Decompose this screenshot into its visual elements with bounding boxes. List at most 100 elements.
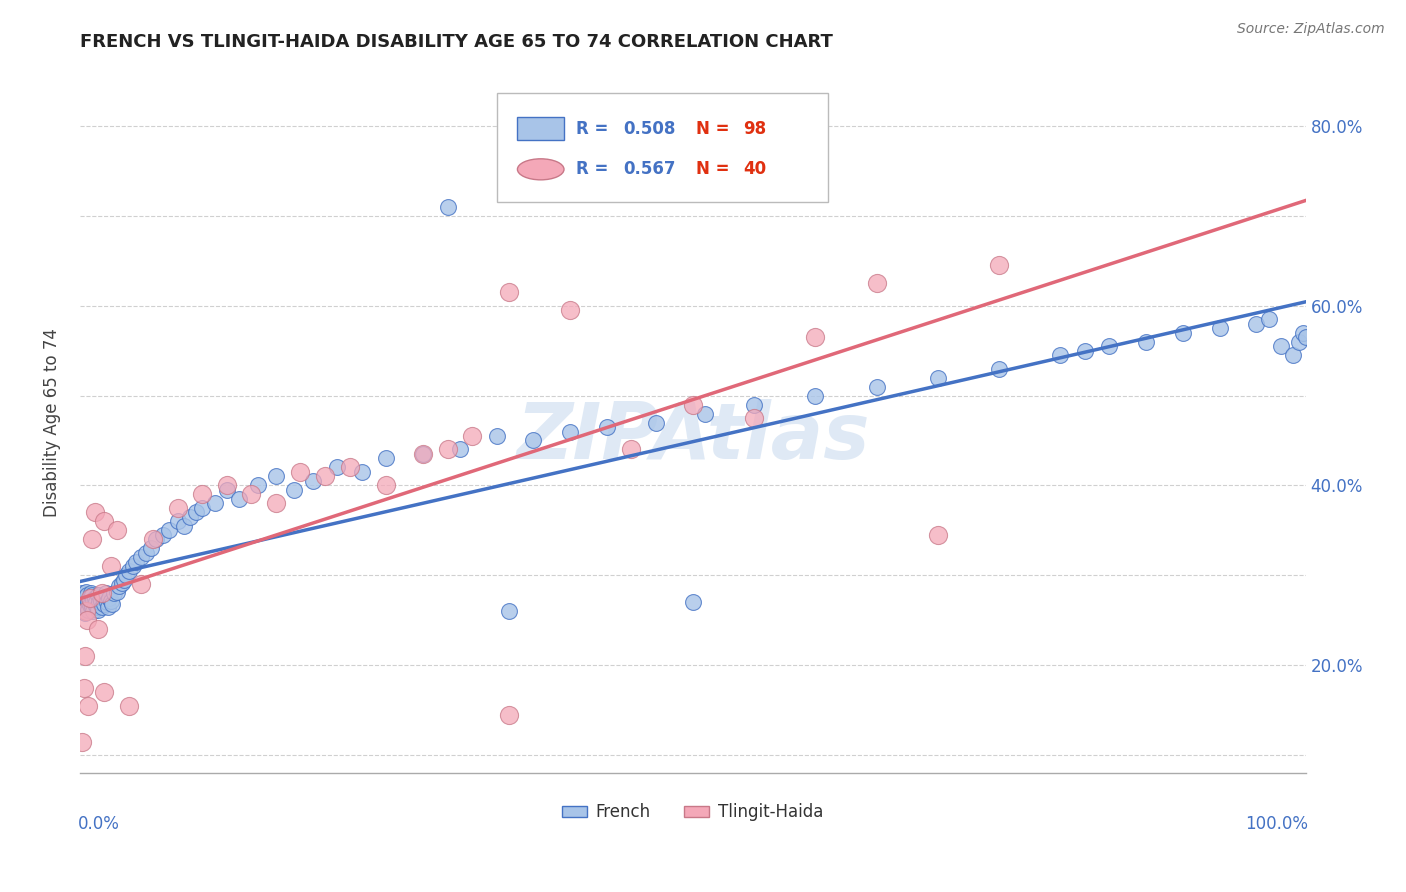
Point [1270, 339, 1292, 353]
Point [76, 588, 98, 602]
Point [498, 604, 520, 618]
Point [105, 524, 128, 538]
Point [87, 623, 110, 637]
Point [1292, 326, 1315, 340]
Point [522, 434, 544, 448]
Point [73, 649, 96, 664]
Point [82, 588, 104, 602]
Point [1282, 348, 1305, 362]
Point [98, 591, 121, 605]
Point [152, 528, 174, 542]
Point [558, 303, 581, 318]
Point [173, 519, 195, 533]
Point [1074, 343, 1097, 358]
Point [246, 478, 269, 492]
Point [498, 707, 520, 722]
Legend: French, Tlingit-Haida: French, Tlingit-Haida [555, 797, 830, 828]
Point [72, 599, 94, 614]
Text: Source: ZipAtlas.com: Source: ZipAtlas.com [1237, 22, 1385, 37]
Text: 40: 40 [742, 161, 766, 178]
Point [108, 579, 131, 593]
Point [103, 586, 125, 600]
Point [804, 388, 827, 402]
Point [75, 590, 97, 604]
FancyBboxPatch shape [496, 93, 828, 202]
Point [558, 425, 581, 439]
Point [682, 595, 704, 609]
Point [125, 555, 148, 569]
Point [90, 599, 112, 614]
Point [72, 591, 94, 605]
Point [865, 379, 887, 393]
Text: N =: N = [696, 161, 735, 178]
Point [375, 451, 398, 466]
Point [620, 442, 643, 457]
Point [927, 528, 949, 542]
Point [988, 361, 1011, 376]
Point [75, 597, 97, 611]
Point [76, 613, 98, 627]
Point [83, 591, 105, 605]
Point [375, 478, 398, 492]
Point [115, 568, 138, 582]
Point [1295, 330, 1317, 344]
Point [264, 496, 287, 510]
Point [290, 465, 312, 479]
Point [72, 604, 94, 618]
Point [86, 599, 108, 614]
Point [129, 577, 152, 591]
Point [240, 487, 263, 501]
Text: R =: R = [576, 120, 614, 137]
Text: R =: R = [576, 161, 614, 178]
Point [645, 416, 668, 430]
Point [77, 602, 100, 616]
Point [1257, 312, 1279, 326]
Point [142, 533, 165, 547]
Point [301, 474, 323, 488]
Point [73, 606, 96, 620]
Point [1171, 326, 1194, 340]
Point [339, 460, 361, 475]
Point [77, 698, 100, 713]
Point [139, 541, 162, 556]
Point [80, 596, 103, 610]
Point [485, 429, 508, 443]
Point [742, 398, 765, 412]
Point [742, 411, 765, 425]
Point [97, 599, 120, 614]
Point [988, 258, 1011, 272]
Point [179, 510, 201, 524]
Point [167, 500, 190, 515]
Point [75, 604, 97, 618]
Point [87, 602, 110, 616]
Point [215, 478, 238, 492]
Point [498, 285, 520, 300]
Point [110, 575, 132, 590]
Point [436, 442, 458, 457]
Point [83, 505, 105, 519]
Point [865, 276, 887, 290]
Point [73, 593, 96, 607]
Point [90, 586, 112, 600]
Point [314, 469, 336, 483]
Point [350, 465, 373, 479]
Point [83, 597, 105, 611]
Point [82, 599, 104, 614]
Point [1135, 334, 1157, 349]
Point [93, 515, 115, 529]
Point [82, 592, 104, 607]
Point [100, 559, 122, 574]
Point [436, 200, 458, 214]
Point [1209, 321, 1232, 335]
Point [191, 487, 214, 501]
Point [186, 505, 208, 519]
Point [72, 735, 94, 749]
Point [90, 593, 112, 607]
Text: 100.0%: 100.0% [1244, 815, 1308, 833]
Point [135, 546, 157, 560]
Point [80, 586, 103, 600]
Point [82, 533, 104, 547]
Point [596, 420, 619, 434]
Point [76, 599, 98, 614]
Text: ZIPAtlas: ZIPAtlas [516, 399, 869, 475]
